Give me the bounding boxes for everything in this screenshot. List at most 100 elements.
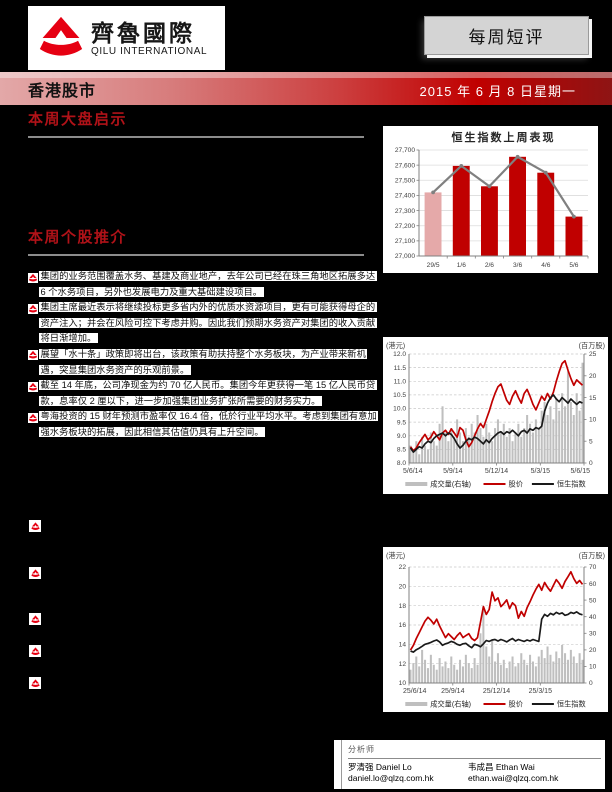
svg-text:11.0: 11.0 xyxy=(394,379,407,386)
list-item: 展望「水十条」政策即将出台，该政策有助扶持整个水务板块，为产业带来新机遇，突显集… xyxy=(28,347,377,378)
qilu-bullet-icon xyxy=(28,350,38,361)
svg-text:27,200: 27,200 xyxy=(395,223,416,230)
svg-text:25/6/14: 25/6/14 xyxy=(403,688,426,695)
svg-text:70: 70 xyxy=(589,564,597,571)
svg-text:16: 16 xyxy=(399,622,407,629)
svg-text:2/6: 2/6 xyxy=(485,262,494,269)
svg-text:10: 10 xyxy=(399,680,407,687)
svg-text:9.5: 9.5 xyxy=(397,419,406,426)
svg-text:3/6: 3/6 xyxy=(513,262,522,269)
logo-english-name: QILU INTERNATIONAL xyxy=(91,45,208,57)
qilu-bullet-icon xyxy=(29,645,41,657)
section-divider xyxy=(28,254,364,256)
svg-text:5/6: 5/6 xyxy=(569,262,578,269)
svg-text:0: 0 xyxy=(589,680,593,687)
svg-text:30: 30 xyxy=(589,631,597,638)
qilu-bullet-icon xyxy=(29,520,41,532)
svg-text:27,300: 27,300 xyxy=(395,208,416,215)
list-item: 集团的业务范围覆盖水务、基建及商业地产，去年公司已经在珠三角地区拓展多达 6 个… xyxy=(28,269,377,300)
section-divider xyxy=(28,136,364,138)
svg-text:12: 12 xyxy=(399,661,407,668)
svg-text:25: 25 xyxy=(589,351,597,358)
svg-text:恒生指数: 恒生指数 xyxy=(557,480,586,489)
svg-text:0: 0 xyxy=(589,460,593,467)
svg-text:25/3/15: 25/3/15 xyxy=(529,688,552,695)
svg-text:股价: 股价 xyxy=(509,480,523,489)
svg-text:10.5: 10.5 xyxy=(393,392,406,399)
svg-text:27,700: 27,700 xyxy=(395,147,416,154)
svg-text:20: 20 xyxy=(399,584,407,591)
analyst-email: ethan.wai@qlzq.com.hk xyxy=(468,773,559,783)
svg-text:5/6/14: 5/6/14 xyxy=(403,468,423,475)
analysts-heading: 分析师 xyxy=(348,745,375,754)
qilu-bullet-icon xyxy=(29,567,41,579)
svg-text:27,600: 27,600 xyxy=(395,162,416,169)
market-title: 香港股市 xyxy=(28,82,97,100)
svg-text:5/9/14: 5/9/14 xyxy=(443,468,463,475)
analysts-panel: 分析师 罗清强 Daniel Lo daniel.lo@qlzq.com.hk … xyxy=(334,740,605,789)
list-item: 集团主席最近表示将继续投标更多省内外的优质水资源项目，更有可能获得母企的资产注入… xyxy=(28,300,377,347)
svg-text:(港元): (港元) xyxy=(386,341,405,350)
qilu-bullet-icon xyxy=(29,613,41,625)
svg-text:10: 10 xyxy=(589,664,597,671)
svg-text:15: 15 xyxy=(589,395,597,402)
svg-text:29/5: 29/5 xyxy=(427,262,440,269)
qilu-bullet-icon xyxy=(28,272,38,283)
svg-text:50: 50 xyxy=(589,597,597,604)
svg-text:12.0: 12.0 xyxy=(393,351,406,358)
svg-text:恒生指数: 恒生指数 xyxy=(557,700,586,709)
svg-text:5/3/15: 5/3/15 xyxy=(531,468,551,475)
svg-text:20: 20 xyxy=(589,647,597,654)
svg-text:(百万股): (百万股) xyxy=(579,341,605,350)
weekly-comment-button[interactable]: 每周短评 xyxy=(424,16,589,55)
hang-seng-week-bar-chart: 恒生指数上周表现 27,000 27,100 27,200 27,300 27,400 27… xyxy=(383,126,598,273)
company-logo: 齊魯國際 QILU INTERNATIONAL xyxy=(28,6,225,70)
svg-text:成交量(右轴): 成交量(右轴) xyxy=(430,480,471,489)
qilu-bullet-icon xyxy=(29,677,41,689)
svg-text:(百万股): (百万股) xyxy=(579,551,605,560)
svg-text:22: 22 xyxy=(399,564,407,571)
svg-text:20: 20 xyxy=(589,373,597,380)
svg-text:25/12/14: 25/12/14 xyxy=(483,688,510,695)
svg-text:1/6: 1/6 xyxy=(457,262,466,269)
svg-text:11.5: 11.5 xyxy=(394,365,407,372)
svg-text:8.0: 8.0 xyxy=(397,460,406,467)
stock-price-volume-chart-2: (港元) (百万股) 10 12 14 16 18 20 22 0 10 20 30 40 50 60 70 25… xyxy=(383,547,608,712)
svg-text:成交量(右轴): 成交量(右轴) xyxy=(430,700,471,709)
analyst-email: daniel.lo@qlzq.com.hk xyxy=(348,773,434,783)
svg-text:8.5: 8.5 xyxy=(397,447,406,454)
svg-text:40: 40 xyxy=(589,614,597,621)
list-item: 截至 14 年底，公司净现金为约 70 亿人民币。集团今年更获得一笔 15 亿人… xyxy=(28,378,377,409)
svg-text:(港元): (港元) xyxy=(386,551,405,560)
svg-text:27,000: 27,000 xyxy=(395,253,416,260)
svg-text:10: 10 xyxy=(589,417,597,424)
svg-text:27,500: 27,500 xyxy=(395,177,416,184)
svg-text:25/9/14: 25/9/14 xyxy=(441,688,464,695)
svg-text:18: 18 xyxy=(399,603,407,610)
qilu-bullet-icon xyxy=(28,303,38,314)
qilu-bullet-icon xyxy=(28,381,38,392)
svg-text:9.0: 9.0 xyxy=(397,433,406,440)
analyst-card: 罗清强 Daniel Lo daniel.lo@qlzq.com.hk xyxy=(348,762,468,784)
section-heading-stock: 本周个股推介 xyxy=(28,229,128,246)
svg-text:14: 14 xyxy=(399,642,407,649)
svg-text:27,100: 27,100 xyxy=(395,238,416,245)
qilu-logo-icon xyxy=(39,16,83,56)
svg-text:60: 60 xyxy=(589,581,597,588)
stock-price-volume-chart-1: (港元) (百万股) 8.0 8.5 9.0 9.5 10.0 10.5 11.0 11.5 12.… xyxy=(383,337,608,494)
list-item: 粤海投资的 15 财年预测市盈率仅 16.4 倍，低於行业平均水平。考虑到集团有… xyxy=(28,409,379,440)
analyst-name: 罗清强 Daniel Lo xyxy=(348,762,412,772)
logo-chinese-name: 齊魯國際 xyxy=(91,19,195,46)
svg-text:5: 5 xyxy=(589,438,593,445)
svg-text:10.0: 10.0 xyxy=(393,406,406,413)
svg-text:5/6/15: 5/6/15 xyxy=(571,468,591,475)
analyst-card: 韦成昌 Ethan Wai ethan.wai@qlzq.com.hk xyxy=(468,762,588,784)
svg-text:4/6: 4/6 xyxy=(541,262,550,269)
divider xyxy=(348,758,601,759)
stock-bullet-list: 集团的业务范围覆盖水务、基建及商业地产，去年公司已经在珠三角地区拓展多达 6 个… xyxy=(28,269,379,441)
market-title-bar: 香港股市 2015 年 6 月 8 日星期一 xyxy=(0,72,612,105)
svg-text:股价: 股价 xyxy=(509,700,523,709)
qilu-bullet-icon xyxy=(28,412,38,423)
report-date: 2015 年 6 月 8 日星期一 xyxy=(419,84,576,99)
